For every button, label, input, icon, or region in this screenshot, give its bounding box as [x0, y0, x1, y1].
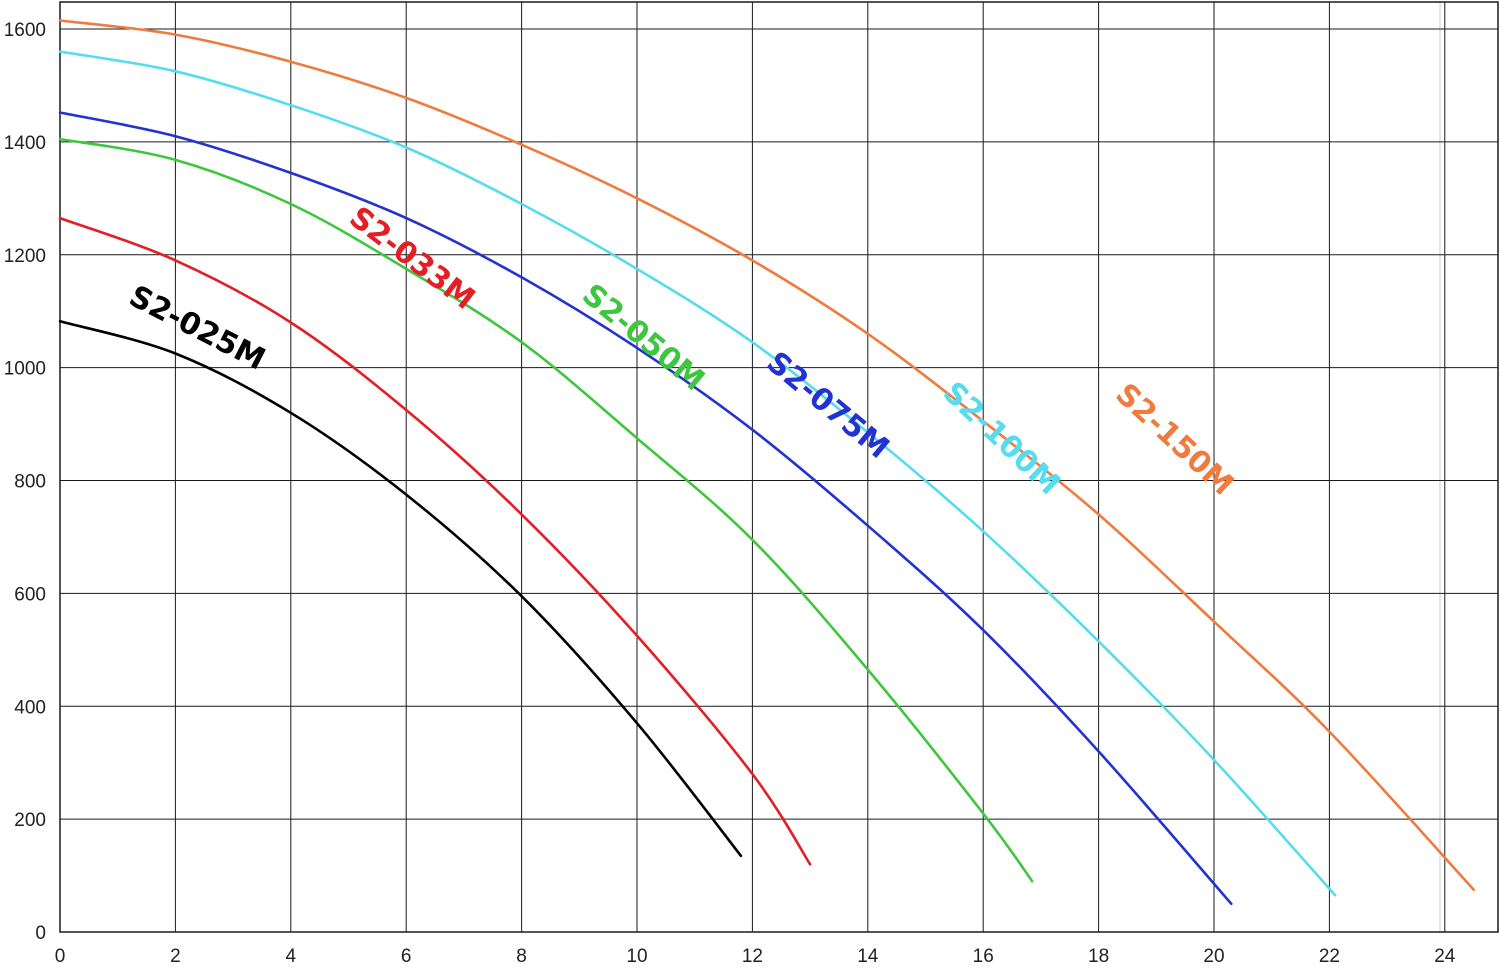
- x-tick-label-4: 4: [286, 946, 297, 967]
- series-label-s2-033m: S2-033M: [343, 200, 482, 317]
- y-tick-label-400: 400: [14, 697, 46, 718]
- y-tick-label-1000: 1000: [4, 359, 46, 380]
- x-tick-label-24: 24: [1434, 946, 1456, 967]
- series-curves: [58, 19, 1475, 906]
- series-label-s2-075m: S2-075M: [760, 345, 896, 466]
- x-tick-label-14: 14: [857, 946, 879, 967]
- grid: [59, 1, 1499, 933]
- series-curve-s2-050m: [58, 137, 1034, 883]
- series-label-s2-050m: S2-050M: [575, 277, 711, 398]
- x-tick-label-0: 0: [55, 946, 66, 967]
- x-tick-label-12: 12: [742, 946, 763, 967]
- x-tick-label-20: 20: [1203, 946, 1224, 967]
- x-tick-label-22: 22: [1319, 946, 1340, 967]
- x-tick-label-10: 10: [626, 946, 647, 967]
- y-tick-labels: 0 200 400 600 800 1000 1200 1400 1600: [4, 20, 46, 944]
- y-tick-label-1200: 1200: [4, 246, 46, 267]
- x-tick-labels: 0 2 4 6 8 10 12 14 16 18 20 22 24: [55, 946, 1456, 967]
- y-tick-label-800: 800: [14, 472, 46, 493]
- x-tick-label-8: 8: [516, 946, 527, 967]
- plot-frame: [59, 1, 1499, 933]
- y-tick-label-1400: 1400: [4, 133, 46, 154]
- x-tick-label-16: 16: [973, 946, 994, 967]
- y-tick-label-0: 0: [35, 923, 46, 944]
- x-tick-label-2: 2: [170, 946, 181, 967]
- series-curve-s2-025m: [58, 320, 743, 858]
- x-tick-label-6: 6: [401, 946, 412, 967]
- series-label-s2-100m: S2-100M: [936, 375, 1067, 502]
- series-curve-s2-100m: [58, 50, 1337, 897]
- y-tick-label-1600: 1600: [4, 20, 46, 41]
- series-curve-s2-033m: [58, 216, 812, 866]
- series-curve-s2-075m: [58, 111, 1233, 906]
- y-tick-label-600: 600: [14, 584, 46, 605]
- series-label-s2-150m: S2-150M: [1108, 377, 1240, 503]
- x-tick-label-18: 18: [1088, 946, 1109, 967]
- y-tick-label-200: 200: [14, 810, 46, 831]
- series-curve-s2-150m: [58, 19, 1475, 891]
